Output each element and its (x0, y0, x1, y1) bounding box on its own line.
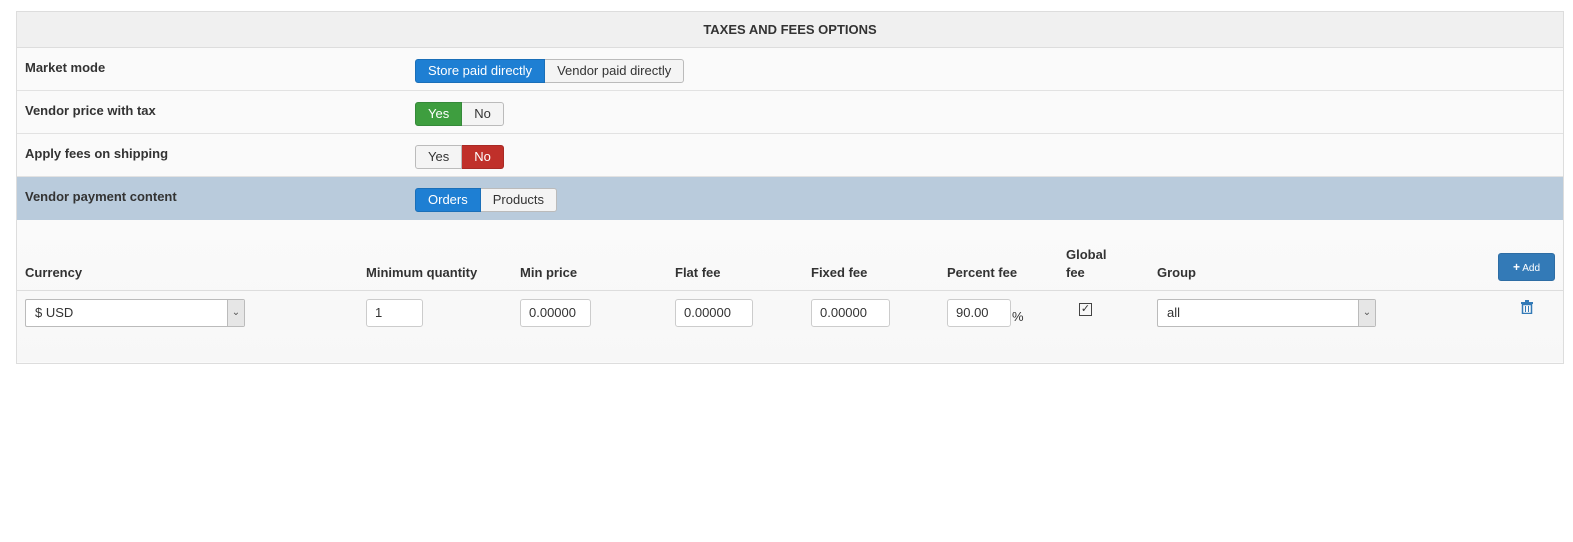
header-min-qty: Minimum quantity (366, 265, 478, 280)
fixed-fee-input[interactable]: 0.00000 (811, 299, 890, 327)
min-qty-input[interactable]: 1 (366, 299, 423, 327)
taxes-fees-panel: TAXES AND FEES OPTIONS Market mode Store… (16, 11, 1564, 364)
group-value: all (1167, 305, 1181, 320)
vendor-price-tax-label: Vendor price with tax (25, 103, 156, 118)
currency-value: $ USD (35, 305, 74, 320)
trash-icon[interactable] (1521, 300, 1533, 314)
header-currency: Currency (25, 265, 83, 280)
flat-fee-input[interactable]: 0.00000 (675, 299, 753, 327)
yes-button[interactable]: Yes (415, 102, 463, 126)
vendor-payment-content-row: Vendor payment content Orders Products (17, 177, 1563, 220)
orders-button[interactable]: Orders (415, 188, 481, 212)
panel-title: TAXES AND FEES OPTIONS (17, 12, 1563, 48)
yes-button[interactable]: Yes (415, 145, 463, 169)
market-mode-label: Market mode (25, 60, 106, 75)
chevron-down-icon: ⌄ (1358, 300, 1375, 326)
apply-fees-shipping-row: Apply fees on shipping Yes No (17, 134, 1563, 177)
no-button[interactable]: No (462, 102, 504, 126)
header-flat-fee: Flat fee (675, 265, 721, 280)
global-fee-checkbox[interactable]: ✓ (1079, 303, 1092, 316)
market-mode-toggle: Store paid directly Vendor paid directly (415, 59, 685, 83)
vendor-paid-directly-button[interactable]: Vendor paid directly (545, 59, 685, 83)
vendor-price-tax-toggle: Yes No (415, 102, 504, 126)
vendor-payment-content-toggle: Orders Products (415, 188, 558, 212)
group-select[interactable]: all ⌄ (1157, 299, 1376, 327)
apply-fees-shipping-label: Apply fees on shipping (25, 146, 169, 161)
header-divider (17, 290, 1563, 291)
header-group: Group (1157, 265, 1196, 280)
header-fixed-fee: Fixed fee (811, 265, 868, 280)
chevron-down-icon: ⌄ (227, 300, 244, 326)
header-min-price: Min price (520, 265, 578, 280)
no-button[interactable]: No (462, 145, 504, 169)
add-label: Add (1522, 263, 1541, 274)
min-price-input[interactable]: 0.00000 (520, 299, 591, 327)
header-global-fee-2: fee (1066, 265, 1085, 280)
vendor-payment-content-label: Vendor payment content (25, 189, 177, 204)
header-percent-fee: Percent fee (947, 265, 1018, 280)
percent-unit: % (1012, 309, 1024, 324)
store-paid-directly-button[interactable]: Store paid directly (415, 59, 546, 83)
fees-table: Currency Minimum quantity Min price Flat… (17, 220, 1563, 362)
add-button[interactable]: + Add (1498, 253, 1555, 281)
plus-icon: + (1512, 260, 1520, 274)
apply-fees-shipping-toggle: Yes No (415, 145, 504, 169)
products-button[interactable]: Products (480, 188, 558, 212)
percent-fee-input[interactable]: 90.00 (947, 299, 1011, 327)
vendor-price-tax-row: Vendor price with tax Yes No (17, 91, 1563, 134)
header-global-fee-1: Global (1066, 247, 1107, 262)
currency-select[interactable]: $ USD ⌄ (25, 299, 245, 327)
market-mode-row: Market mode Store paid directly Vendor p… (17, 48, 1563, 91)
